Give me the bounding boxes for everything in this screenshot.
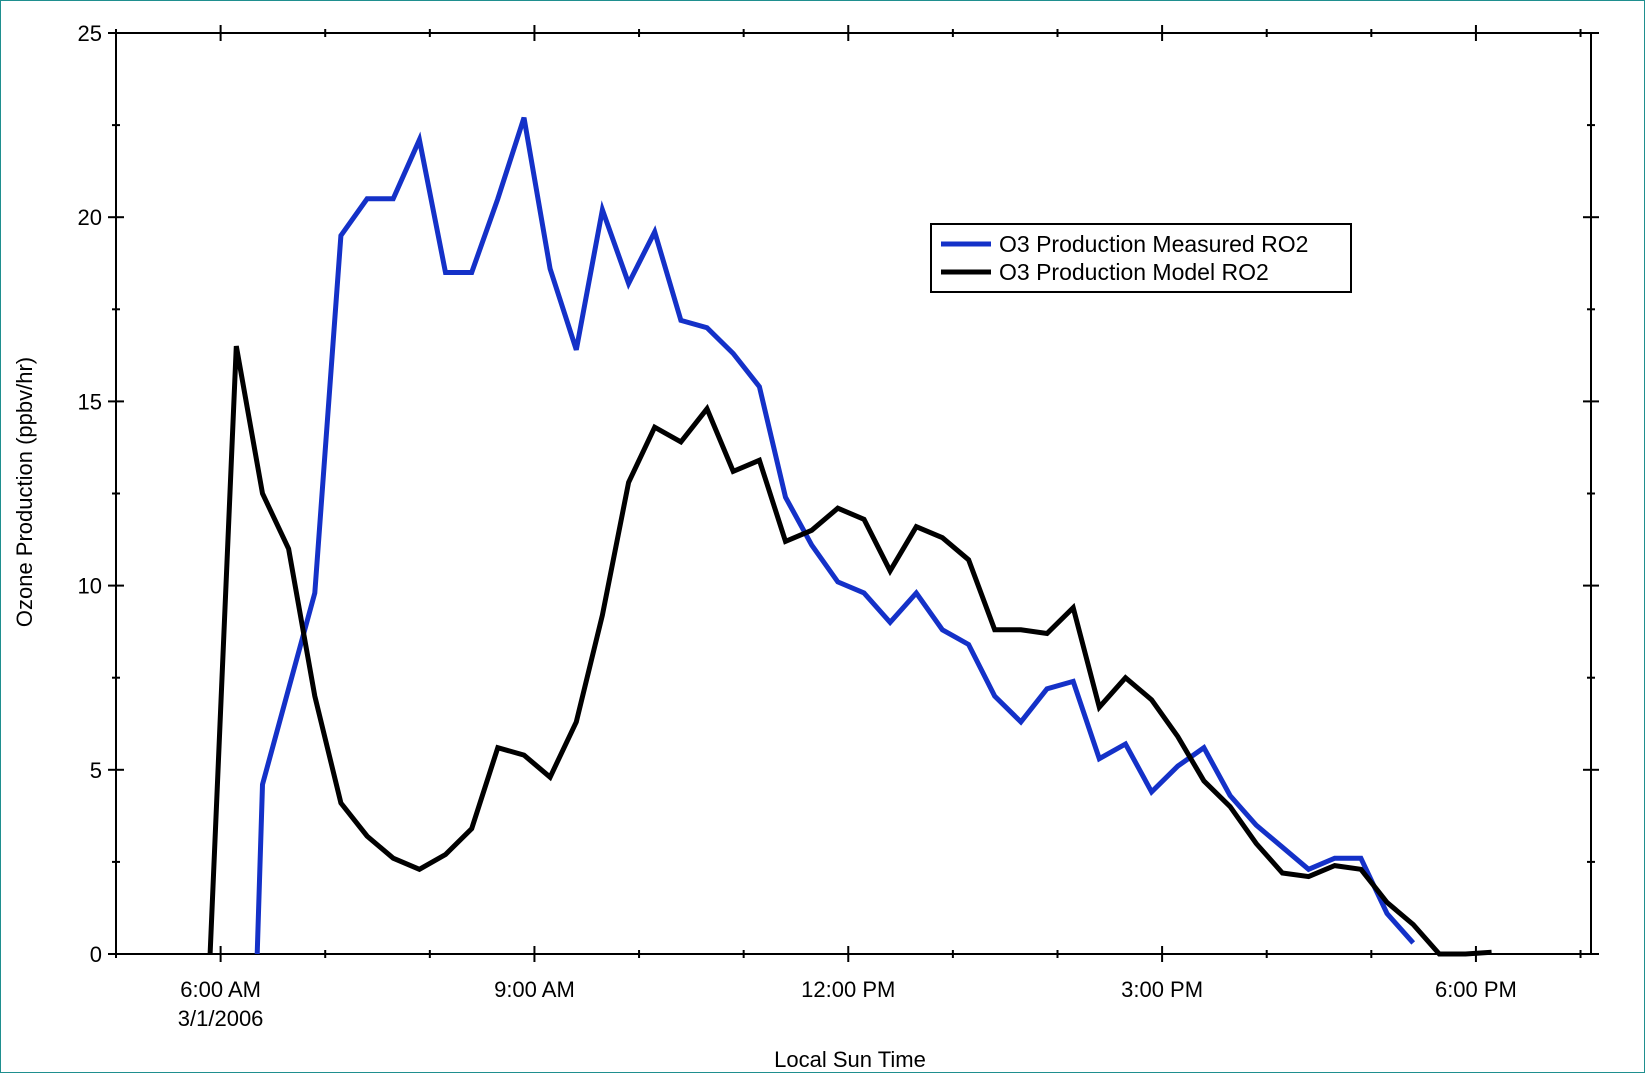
legend-box bbox=[930, 223, 1352, 293]
y-axis-title: Ozone Production (ppbv/hr) bbox=[12, 357, 37, 627]
plot-area-border bbox=[115, 32, 1592, 955]
x-tick-date-label: 3/1/2006 bbox=[178, 1006, 264, 1031]
x-tick-label: 12:00 PM bbox=[801, 977, 895, 1002]
x-tick-label: 9:00 AM bbox=[494, 977, 575, 1002]
series-line-measured-ro2 bbox=[254, 116, 1416, 955]
series-layer bbox=[207, 116, 1492, 957]
x-tick-label: 6:00 AM bbox=[180, 977, 261, 1002]
legend: O3 Production Measured RO2 O3 Production… bbox=[930, 223, 1352, 293]
y-tick-label: 20 bbox=[78, 205, 102, 230]
y-tick-label: 0 bbox=[90, 942, 102, 967]
y-tick-label: 10 bbox=[78, 574, 102, 599]
axes-layer: 0 5 10 15 20 25 6:00 AM 3/1/2006 9:00 AM 12:00 PM… bbox=[78, 21, 1599, 1031]
x-tick-label: 6:00 PM bbox=[1435, 977, 1517, 1002]
x-tick-label: 3:00 PM bbox=[1121, 977, 1203, 1002]
legend-label-model: O3 Production Model RO2 bbox=[999, 259, 1269, 285]
y-tick-label: 15 bbox=[78, 389, 102, 414]
series-line-model-ro2 bbox=[207, 345, 1492, 957]
x-axis-title: Local Sun Time bbox=[774, 1047, 926, 1072]
legend-label-measured: O3 Production Measured RO2 bbox=[999, 231, 1308, 257]
y-tick-label: 25 bbox=[78, 21, 102, 46]
y-tick-label: 5 bbox=[90, 758, 102, 783]
